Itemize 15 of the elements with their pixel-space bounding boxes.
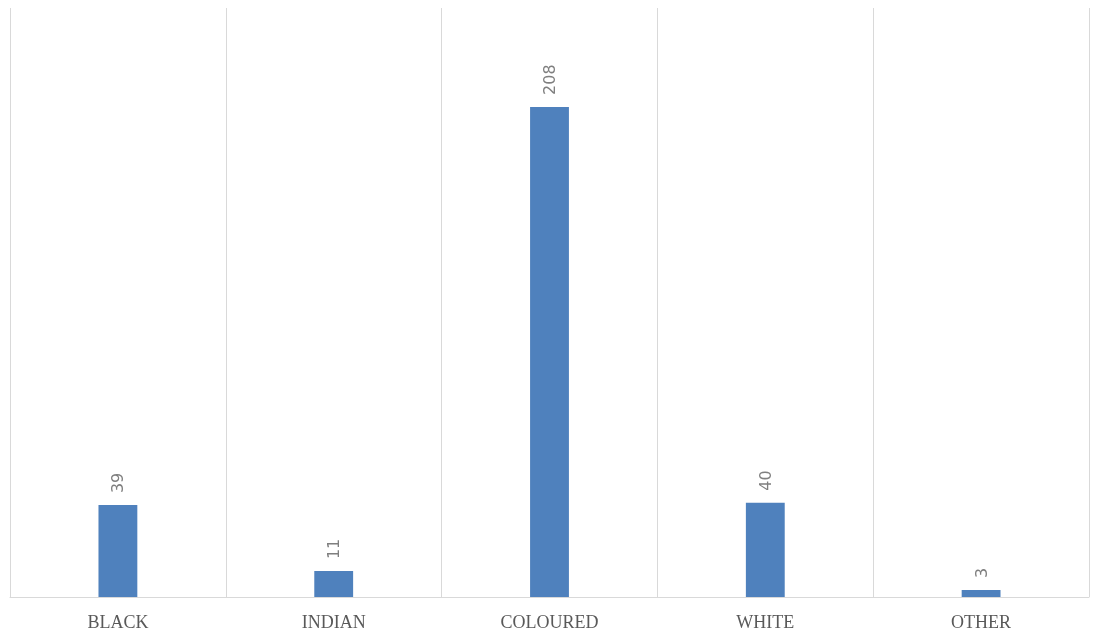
x-tick-label: BLACK: [87, 612, 149, 632]
data-label: 39: [108, 472, 128, 494]
data-label: 3: [971, 567, 991, 578]
x-tick-label: COLOURED: [500, 612, 599, 632]
data-label: 208: [540, 64, 559, 95]
bar: [530, 106, 569, 597]
bar: [314, 571, 354, 597]
x-tick-label: OTHER: [951, 612, 1012, 632]
x-tick-label: INDIAN: [301, 612, 366, 632]
data-label: 40: [755, 470, 775, 491]
data-label: 11: [324, 538, 344, 560]
x-tick-label: WHITE: [736, 612, 795, 632]
bar: [745, 502, 785, 597]
bar: [961, 589, 1001, 597]
bar: [98, 505, 138, 597]
